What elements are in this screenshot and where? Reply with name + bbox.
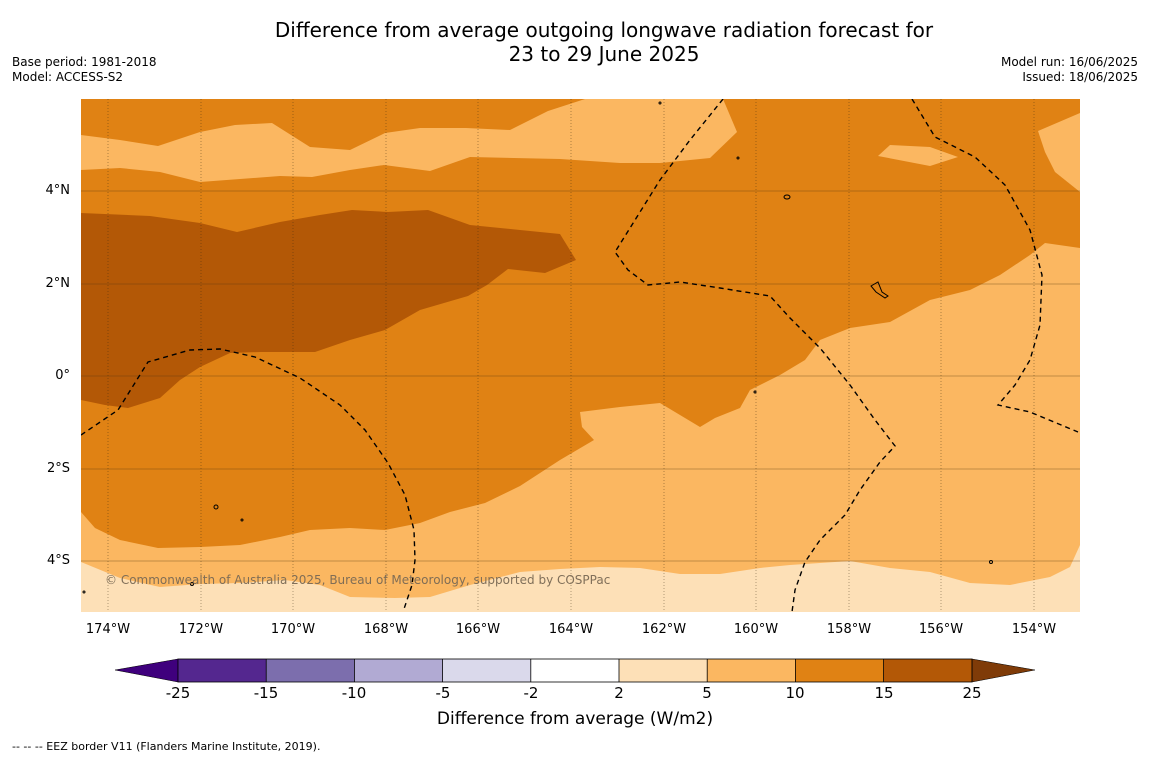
lat-label-4n: 4°N xyxy=(45,183,71,198)
lon-label-162w: 162°W xyxy=(641,622,687,637)
band-2-5-south xyxy=(81,545,1080,612)
band-5-10-small-patch xyxy=(878,145,958,166)
colorbar-tick-label: 15 xyxy=(874,684,894,702)
colorbar-bin-8 xyxy=(795,659,884,682)
map-title: Difference from average outgoing longwav… xyxy=(0,18,1150,66)
model-name: Model: ACCESS-S2 xyxy=(12,70,124,84)
colorbar-tick-label: 10 xyxy=(785,684,805,702)
colorbar-bin-6 xyxy=(619,659,708,682)
issued-date: Issued: 18/06/2025 xyxy=(1022,70,1138,84)
lon-label-172w: 172°W xyxy=(178,622,224,637)
colorbar-bin-7 xyxy=(707,659,796,682)
lat-label-2s: 2°S xyxy=(46,461,70,476)
lat-label-4s: 4°S xyxy=(46,553,70,568)
lon-label-170w: 170°W xyxy=(270,622,316,637)
colorbar-bin-2 xyxy=(266,659,355,682)
band-5-10-south-east xyxy=(81,243,1080,612)
colorbar xyxy=(114,658,1036,683)
lon-label-154w: 154°W xyxy=(1011,622,1057,637)
colorbar-bin-4 xyxy=(442,659,531,682)
colorbar-tick-label: -5 xyxy=(435,684,451,702)
lon-label-158w: 158°W xyxy=(826,622,872,637)
colorbar-high-extend xyxy=(971,658,1036,683)
lon-label-164w: 164°W xyxy=(548,622,594,637)
colorbar-tick-label: -2 xyxy=(523,684,539,702)
model-run: Model run: 16/06/2025 xyxy=(1000,55,1138,69)
colorbar-tick-label: 2 xyxy=(614,684,624,702)
lon-label-166w: 166°W xyxy=(455,622,501,637)
base-period: Base period: 1981-2018 xyxy=(12,55,157,69)
meta-right: Model run: 16/06/2025 Issued: 18/06/2025 xyxy=(1001,55,1138,85)
colorbar-tick-label: 5 xyxy=(702,684,712,702)
lon-label-156w: 156°W xyxy=(918,622,964,637)
map-title-line1: Difference from average outgoing longwav… xyxy=(274,18,934,42)
colorbar-title: Difference from average (W/m2) xyxy=(436,709,714,729)
meta-left: Base period: 1981-2018 Model: ACCESS-S2 xyxy=(12,55,157,85)
latitude-lines xyxy=(81,190,1080,562)
lon-label-174w: 174°W xyxy=(85,622,131,637)
colorbar-tick-label: -25 xyxy=(165,684,191,702)
lon-label-160w: 160°W xyxy=(733,622,779,637)
colorbar-dividers xyxy=(265,659,884,682)
eez-footnote: -- -- -- EEZ border V11 (Flanders Marine… xyxy=(12,740,321,753)
map-credit: © Commonwealth of Australia 2025, Bureau… xyxy=(105,573,611,587)
islands xyxy=(82,101,993,594)
band-5-10-north-strip xyxy=(81,99,737,182)
colorbar-low-extend xyxy=(114,658,179,683)
colorbar-bin-5 xyxy=(530,659,619,682)
colorbar-tick-label: 25 xyxy=(962,684,982,702)
colorbar-bin-1 xyxy=(178,659,267,682)
map-field xyxy=(81,99,1080,612)
lon-label-168w: 168°W xyxy=(363,622,409,637)
colorbar-tick-label: -10 xyxy=(341,684,367,702)
band-15-25-tongue xyxy=(81,210,576,408)
lat-label-2n: 2°N xyxy=(45,276,71,291)
colorbar-bin-3 xyxy=(354,659,443,682)
lat-label-equator: 0° xyxy=(55,368,70,383)
map-title-line2: 23 to 29 June 2025 xyxy=(508,42,700,66)
eez-borders xyxy=(81,99,1079,612)
colorbar-bin-9 xyxy=(883,659,972,682)
colorbar-tick-label: -15 xyxy=(253,684,279,702)
band-5-10-ne-corner xyxy=(1038,113,1080,192)
colorbar-outline xyxy=(177,658,973,683)
